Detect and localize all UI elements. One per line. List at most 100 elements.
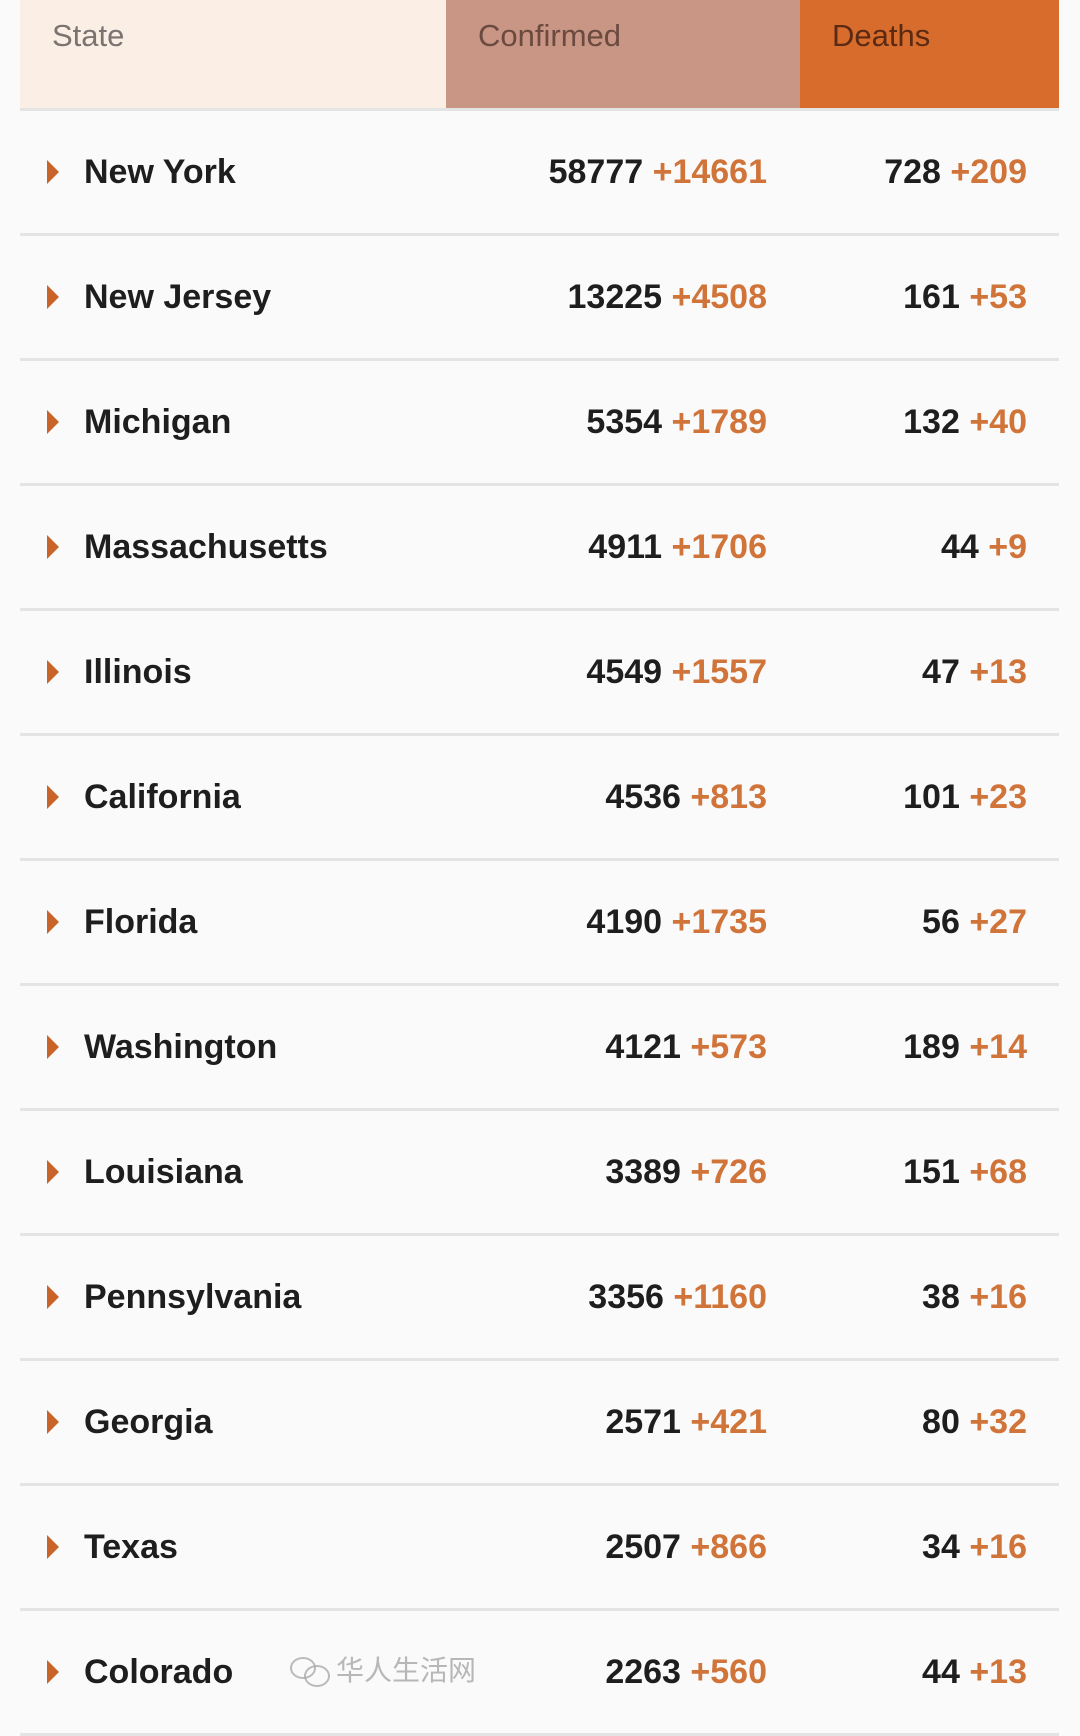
table-row[interactable]: Louisiana 3389 +726 151 +68	[20, 1111, 1059, 1236]
expand-triangle-icon[interactable]	[47, 660, 59, 684]
table-row[interactable]: Michigan 5354 +1789 132 +40	[20, 361, 1059, 486]
deaths-count: 38	[922, 1278, 960, 1316]
expand-triangle-icon[interactable]	[47, 785, 59, 809]
state-name: Washington	[84, 1028, 278, 1066]
table-row[interactable]: Texas 2507 +866 34 +16	[20, 1486, 1059, 1611]
table-row[interactable]: Georgia 2571 +421 80 +32	[20, 1361, 1059, 1486]
deaths-count: 189	[903, 1028, 960, 1066]
deaths-count: 161	[903, 278, 960, 316]
expand-triangle-icon[interactable]	[47, 1660, 59, 1684]
header-confirmed[interactable]: Confirmed	[446, 0, 800, 108]
state-name: Massachusetts	[84, 528, 328, 566]
deaths-cell: 47 +13	[922, 653, 1027, 692]
deaths-count: 151	[903, 1153, 960, 1191]
state-name: Michigan	[84, 403, 232, 441]
confirmed-delta: +1706	[671, 528, 768, 566]
state-name: California	[84, 778, 241, 816]
expand-triangle-icon[interactable]	[47, 1285, 59, 1309]
expand-triangle-icon[interactable]	[47, 1410, 59, 1434]
deaths-count: 44	[940, 528, 979, 566]
table-row[interactable]: Illinois 4549 +1557 47 +13	[20, 611, 1059, 736]
confirmed-delta: +573	[690, 1028, 767, 1066]
confirmed-count: 4536	[605, 778, 681, 816]
deaths-delta: +16	[969, 1278, 1027, 1316]
deaths-cell: 80 +32	[922, 1403, 1027, 1442]
expand-triangle-icon[interactable]	[47, 285, 59, 309]
header-deaths[interactable]: Deaths	[800, 0, 1059, 108]
deaths-count: 47	[922, 653, 960, 691]
confirmed-cell: 3389 +726	[605, 1153, 767, 1192]
table-row[interactable]: Washington 4121 +573 189 +14	[20, 986, 1059, 1111]
deaths-delta: +40	[969, 403, 1027, 441]
deaths-delta: +14	[969, 1028, 1027, 1066]
state-name: New York	[84, 153, 236, 191]
wechat-icon	[290, 1657, 330, 1687]
confirmed-cell: 58777 +14661	[549, 153, 767, 192]
expand-triangle-icon[interactable]	[47, 535, 59, 559]
table-row[interactable]: California 4536 +813 101 +23	[20, 736, 1059, 861]
confirmed-cell: 5354 +1789	[586, 403, 767, 442]
deaths-cell: 151 +68	[903, 1153, 1027, 1192]
deaths-cell: 44 +9	[941, 528, 1027, 567]
deaths-delta: +53	[969, 278, 1027, 316]
header-state[interactable]: State	[20, 0, 446, 108]
confirmed-cell: 4190 +1735	[586, 903, 767, 942]
confirmed-count: 5354	[586, 403, 663, 441]
state-name: Georgia	[84, 1403, 213, 1441]
watermark-text: 华人生活网	[336, 1655, 477, 1686]
confirmed-delta: +1160	[673, 1278, 767, 1316]
confirmed-cell: 2571 +421	[605, 1403, 767, 1442]
deaths-cell: 44 +13	[922, 1653, 1027, 1692]
deaths-count: 101	[903, 778, 960, 816]
state-name: New Jersey	[84, 278, 272, 316]
table-header: State Confirmed Deaths	[20, 0, 1059, 111]
deaths-count: 56	[922, 903, 960, 941]
confirmed-count: 4911	[588, 528, 663, 566]
deaths-delta: +27	[969, 903, 1027, 941]
state-name: Illinois	[84, 653, 192, 691]
confirmed-cell: 4911 +1706	[588, 528, 767, 567]
table-row[interactable]: Massachusetts 4911 +1706 44 +9	[20, 486, 1059, 611]
confirmed-count: 4190	[586, 903, 663, 941]
expand-triangle-icon[interactable]	[47, 160, 59, 184]
confirmed-count: 4121	[605, 1028, 681, 1066]
confirmed-cell: 4536 +813	[605, 778, 767, 817]
confirmed-count: 2571	[605, 1403, 681, 1441]
state-name: Texas	[84, 1528, 178, 1566]
deaths-delta: +13	[969, 653, 1027, 691]
deaths-delta: +9	[988, 528, 1027, 566]
deaths-count: 44	[922, 1653, 960, 1691]
watermark: 华人生活网	[290, 1654, 476, 1688]
table-row[interactable]: New York 58777 +14661 728 +209	[20, 111, 1059, 236]
expand-triangle-icon[interactable]	[47, 1035, 59, 1059]
table-row[interactable]: Colorado 2263 +560 44 +13	[20, 1611, 1059, 1736]
state-name: Colorado	[84, 1653, 234, 1691]
table-row[interactable]: Pennsylvania 3356 +1160 38 +16	[20, 1236, 1059, 1361]
expand-triangle-icon[interactable]	[47, 410, 59, 434]
state-name: Florida	[84, 903, 198, 941]
confirmed-delta: +813	[690, 778, 767, 816]
confirmed-cell: 13225 +4508	[568, 278, 768, 317]
confirmed-cell: 2507 +866	[605, 1528, 767, 1567]
deaths-cell: 56 +27	[922, 903, 1027, 942]
confirmed-cell: 2263 +560	[605, 1653, 767, 1692]
expand-triangle-icon[interactable]	[47, 1535, 59, 1559]
deaths-count: 728	[884, 153, 941, 191]
expand-triangle-icon[interactable]	[47, 910, 59, 934]
confirmed-delta: +560	[690, 1653, 767, 1691]
deaths-cell: 101 +23	[903, 778, 1027, 817]
confirmed-delta: +726	[690, 1153, 767, 1191]
confirmed-count: 13225	[567, 278, 663, 316]
table-row[interactable]: Florida 4190 +1735 56 +27	[20, 861, 1059, 986]
confirmed-delta: +1557	[671, 653, 768, 691]
deaths-count: 132	[903, 403, 960, 441]
confirmed-count: 58777	[548, 153, 644, 191]
expand-triangle-icon[interactable]	[47, 1160, 59, 1184]
state-name: Pennsylvania	[84, 1278, 302, 1316]
confirmed-delta: +1735	[671, 903, 768, 941]
confirmed-delta: +1789	[671, 403, 768, 441]
deaths-delta: +13	[969, 1653, 1027, 1691]
deaths-cell: 34 +16	[922, 1528, 1027, 1567]
confirmed-count: 2263	[605, 1653, 681, 1691]
table-row[interactable]: New Jersey 13225 +4508 161 +53	[20, 236, 1059, 361]
